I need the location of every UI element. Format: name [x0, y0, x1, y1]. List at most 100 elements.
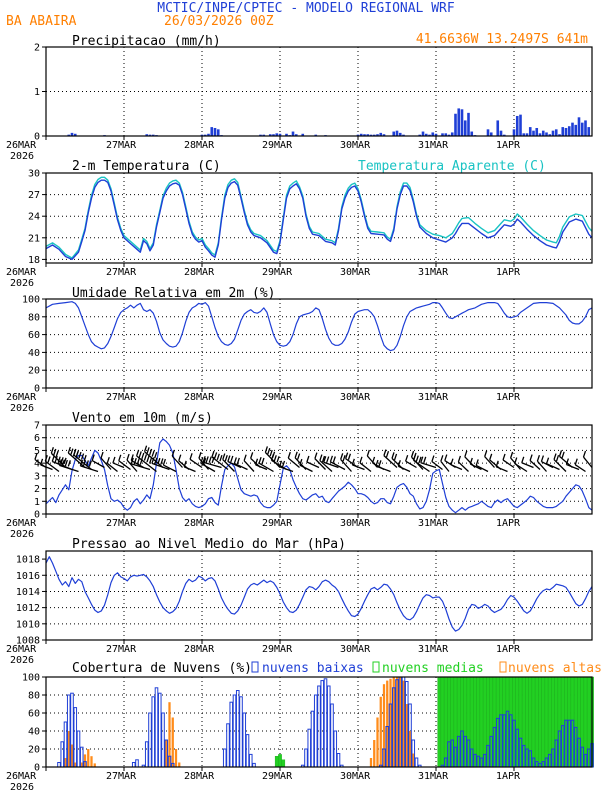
precip-bar: [541, 130, 545, 136]
y-tick-label: 5: [34, 446, 40, 457]
x-tick-label: 26MAR: [6, 140, 37, 151]
precip-bar: [580, 122, 584, 136]
y-tick-label: 0: [34, 763, 40, 774]
high-cloud-bar: [64, 758, 67, 767]
y-tick-label: 21: [28, 233, 40, 244]
x-tick-label: 31MAR: [418, 267, 449, 278]
high-cloud-bar: [80, 762, 83, 767]
panel-title-humidity: Umidade Relativa em 2m (%): [72, 286, 276, 301]
precip-bar: [496, 120, 500, 136]
precip-bar: [489, 132, 493, 136]
legend-swatch-low-clouds: [251, 661, 259, 673]
precip-bar: [395, 130, 399, 136]
low-cloud-bar: [304, 748, 308, 768]
y-tick-label: 60: [28, 709, 40, 720]
low-cloud-bar: [310, 710, 315, 768]
y-tick-label: 1: [34, 497, 40, 508]
x-tick-label: 31MAR: [418, 518, 449, 529]
wind-barb: [450, 458, 463, 471]
precip-bar: [577, 117, 581, 136]
wind-barb: [243, 454, 255, 472]
panel-title-pressure: Pressao ao Nivel Medio do Mar (hPa): [72, 537, 346, 552]
y-tick-label: 20: [28, 745, 40, 756]
precip-bar: [382, 134, 386, 136]
wind-barb: [391, 452, 404, 470]
wind-barb: [329, 455, 346, 471]
high-cloud-bar: [405, 704, 408, 767]
header-coords: 41.6636W 13.2497S 641m: [416, 32, 588, 47]
wind-barb: [553, 453, 567, 472]
mid-cloud-bar: [583, 676, 588, 768]
precip-bar: [151, 134, 155, 136]
precip-bar: [392, 131, 396, 136]
precip-bar: [558, 134, 561, 136]
precip-bar: [314, 134, 318, 136]
mid-cloud-bar: [531, 676, 536, 768]
wind-barb: [151, 457, 170, 471]
y-tick-label: 27: [28, 190, 40, 201]
precip-bar: [402, 134, 405, 136]
low-cloud-bar: [307, 728, 312, 768]
mid-cloud-bar: [274, 756, 279, 768]
precip-bar: [463, 120, 467, 136]
x-year-label: 2026: [10, 655, 34, 666]
x-tick-label: 28MAR: [184, 267, 215, 278]
wind-barb: [118, 454, 131, 471]
high-cloud-bar: [373, 740, 376, 767]
y-tick-label: 1010: [16, 619, 40, 630]
y-tick-label: 80: [28, 691, 40, 702]
high-cloud-bar: [87, 749, 90, 767]
wind-barb: [278, 460, 294, 473]
mid-cloud-bar: [479, 676, 484, 768]
precip-bar: [70, 132, 74, 136]
precip-bar: [424, 133, 428, 136]
x-tick-label: 29MAR: [262, 140, 293, 151]
legend-mid-clouds: nuvens medias: [382, 661, 484, 676]
wind-barb: [412, 454, 430, 473]
precip-bar: [457, 108, 461, 136]
low-cloud-bar: [323, 678, 328, 768]
precip-bar: [587, 127, 591, 136]
x-year-label: 2026: [10, 782, 34, 792]
y-tick-label: 1014: [16, 587, 40, 598]
high-cloud-bar: [67, 731, 70, 767]
high-cloud-bar: [74, 762, 77, 767]
wind-barb: [306, 455, 320, 469]
x-tick-label: 31MAR: [418, 140, 449, 151]
wind-barb: [440, 455, 450, 472]
precip-bar: [363, 134, 366, 136]
precip-bar: [564, 127, 568, 136]
wind-barb: [202, 456, 222, 469]
precip-bar: [450, 132, 454, 136]
precip-bar: [278, 133, 282, 136]
wind-barb: [319, 454, 333, 472]
precip-bar: [567, 126, 571, 136]
low-cloud-bar: [57, 762, 61, 768]
x-tick-label: 26MAR: [6, 644, 37, 655]
precip-bar: [398, 132, 402, 136]
precip-bar: [470, 131, 474, 136]
precip-bar: [421, 131, 425, 136]
precip-bar: [522, 133, 526, 136]
apparent-temperature-line: [45, 176, 593, 259]
panel-frame-humidity: [45, 298, 593, 389]
y-tick-label: 20: [28, 366, 40, 377]
low-cloud-bar: [248, 753, 253, 768]
mid-cloud-bar: [534, 676, 539, 768]
wind-barb: [189, 453, 203, 469]
x-tick-label: 31MAR: [418, 644, 449, 655]
wind-barb: [457, 455, 469, 472]
precip-bar: [272, 134, 275, 136]
wind-barb: [314, 452, 326, 470]
wind-barb: [73, 448, 92, 471]
mid-cloud-bar: [482, 676, 487, 768]
high-cloud-bar: [412, 753, 415, 767]
low-cloud-bar: [326, 685, 331, 768]
precip-bar: [561, 127, 565, 136]
precip-bar: [285, 133, 288, 136]
precip-bar: [545, 132, 548, 136]
precip-bar: [145, 134, 149, 136]
wind-barb: [183, 460, 196, 473]
precip-bar: [301, 133, 305, 136]
precip-bar: [571, 122, 574, 136]
